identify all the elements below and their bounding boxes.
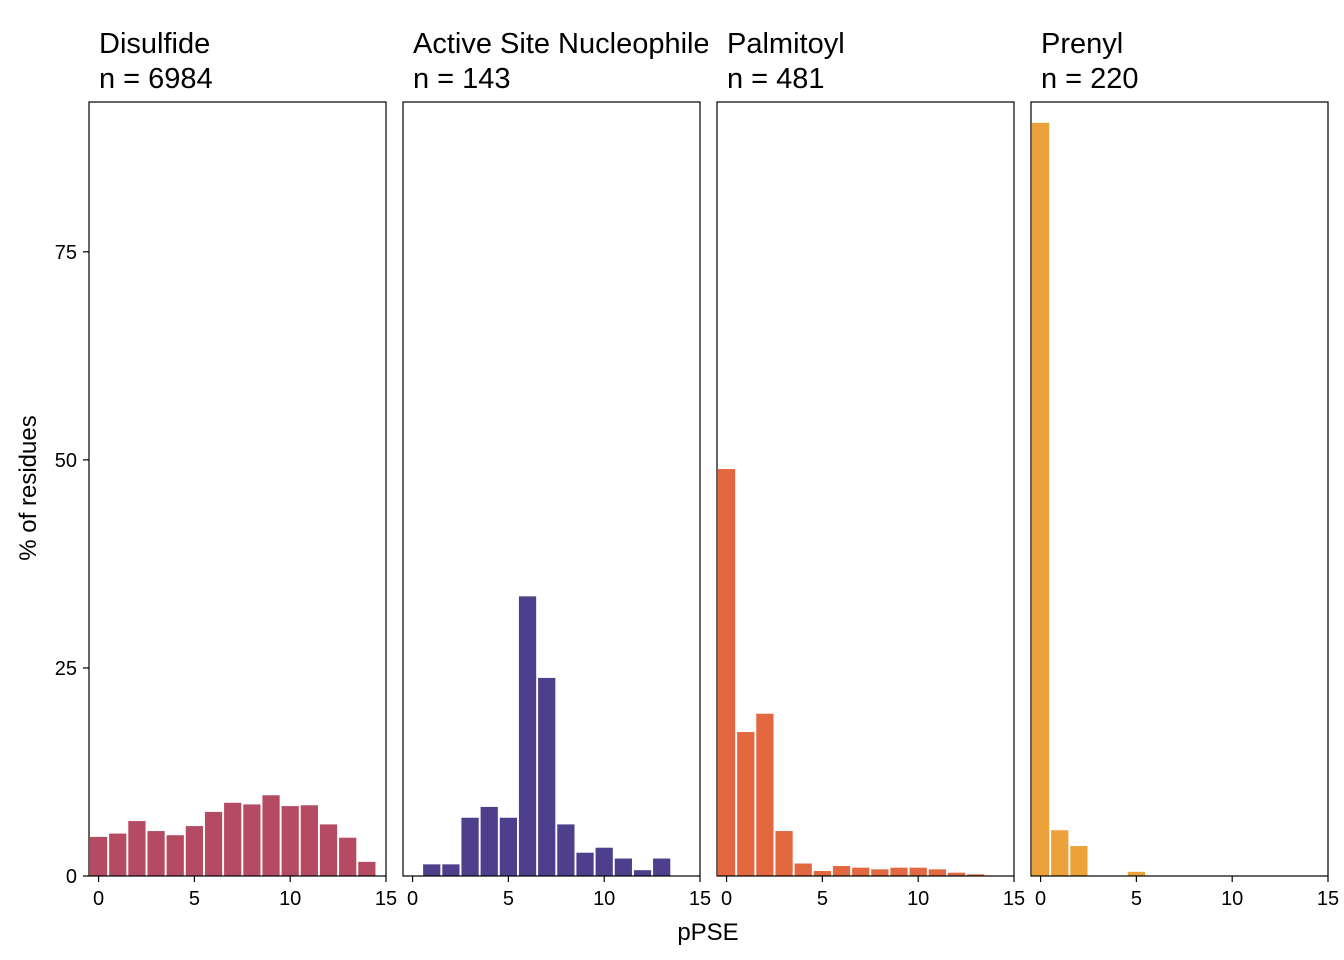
bar	[653, 858, 671, 876]
bar	[756, 713, 774, 876]
x-tick-label: 0	[721, 888, 732, 910]
x-tick-label: 5	[817, 888, 828, 910]
bar	[813, 871, 832, 876]
x-tick-label: 10	[907, 888, 929, 910]
bar	[1051, 830, 1069, 876]
x-axis-title: pPSE	[677, 919, 738, 946]
x-tick-label: 0	[407, 888, 418, 910]
bar	[204, 811, 223, 876]
bar	[947, 872, 966, 876]
panel-border	[88, 101, 387, 877]
facet-count: n = 143	[413, 63, 511, 95]
bar	[339, 837, 357, 876]
bar	[423, 864, 441, 876]
facet-title: Prenyl	[1041, 28, 1123, 60]
bar	[538, 677, 556, 876]
facet-count: n = 6984	[99, 63, 213, 95]
bar	[262, 795, 280, 876]
x-tick-label: 5	[503, 888, 514, 910]
bar	[1031, 122, 1050, 876]
bar	[737, 732, 755, 876]
y-tick-label: 50	[55, 450, 77, 472]
bar	[499, 817, 518, 876]
bar	[319, 824, 338, 876]
bar	[1070, 846, 1088, 876]
bar	[185, 826, 204, 876]
x-tick-label: 15	[375, 888, 397, 910]
x-tick-label: 5	[189, 888, 200, 910]
bar	[109, 833, 127, 876]
bar	[717, 469, 736, 876]
bar	[147, 831, 165, 876]
facet-count: n = 481	[727, 63, 825, 95]
bar	[89, 836, 108, 876]
bar	[832, 866, 851, 876]
bar	[871, 869, 889, 876]
bar	[909, 867, 927, 876]
y-tick-label: 75	[55, 242, 77, 264]
facet-title: Disulfide	[99, 28, 210, 60]
bar	[633, 870, 652, 876]
bar	[224, 802, 242, 876]
bar	[300, 805, 318, 876]
y-axis-title: % of residues	[15, 415, 42, 560]
bar	[281, 806, 299, 876]
bar	[852, 867, 870, 876]
y-tick-label: 0	[66, 866, 77, 888]
bar	[794, 863, 812, 876]
bar	[128, 821, 146, 876]
bar	[518, 596, 537, 876]
x-tick-label: 0	[1035, 888, 1046, 910]
bar	[557, 824, 575, 876]
bar	[1127, 871, 1146, 876]
facet-count: n = 220	[1041, 63, 1139, 95]
bar	[166, 835, 184, 876]
bar	[358, 861, 376, 876]
bar	[890, 867, 908, 876]
facet-title: Palmitoyl	[727, 28, 845, 60]
x-tick-label: 10	[593, 888, 615, 910]
x-tick-label: 10	[1221, 888, 1243, 910]
bar	[243, 804, 261, 876]
bar	[461, 817, 479, 876]
panel-border	[402, 101, 701, 877]
bar	[775, 831, 793, 876]
bar	[480, 806, 498, 876]
x-tick-label: 15	[689, 888, 711, 910]
x-tick-label: 15	[1003, 888, 1025, 910]
bar	[928, 869, 946, 876]
x-tick-label: 5	[1131, 888, 1142, 910]
x-tick-label: 15	[1317, 888, 1339, 910]
bar	[576, 852, 594, 876]
panel-border	[716, 101, 1015, 877]
bar	[614, 858, 632, 876]
x-tick-label: 10	[279, 888, 301, 910]
bar	[595, 847, 613, 876]
x-tick-label: 0	[93, 888, 104, 910]
facet-title: Active Site Nucleophile	[413, 28, 710, 60]
y-tick-label: 25	[55, 658, 77, 680]
bar	[967, 874, 985, 876]
panel-border	[1030, 101, 1329, 877]
bar	[442, 864, 460, 876]
